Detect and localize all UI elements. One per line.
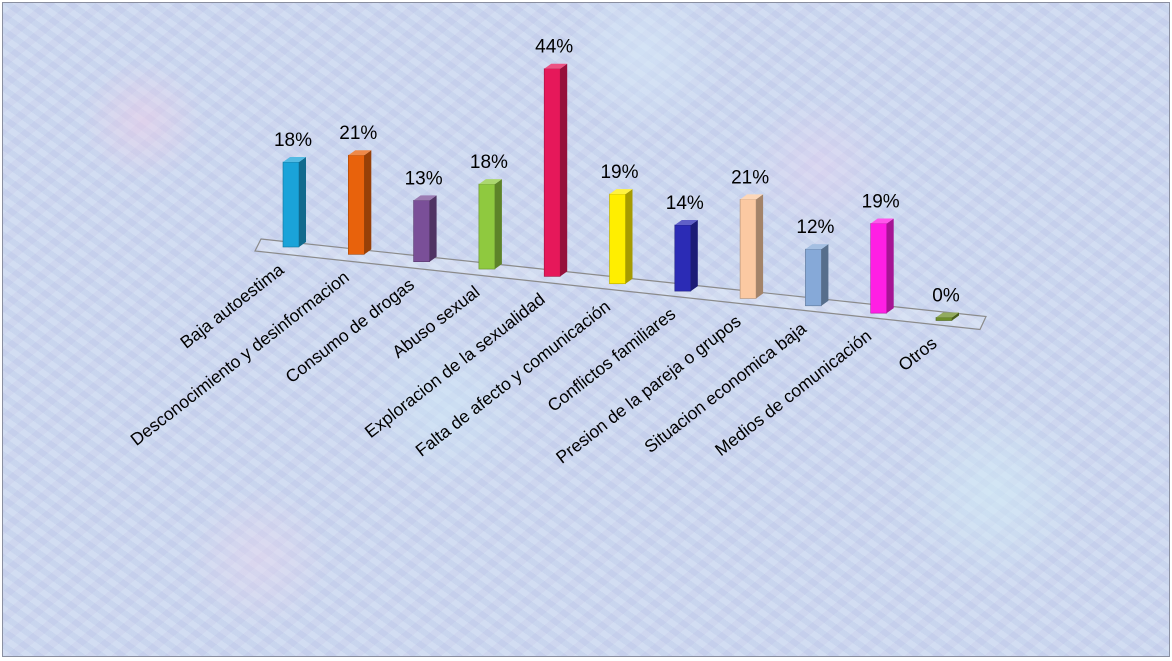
bar-side [821,244,829,306]
bar-2 [347,150,372,255]
bar-side [952,312,959,321]
bar-front [543,68,561,277]
value-label-9: 12% [796,217,834,238]
bar-10 [870,218,894,314]
bar-6 [609,189,633,285]
bar-top [413,195,437,201]
bar-side [494,179,502,270]
bar-8 [739,194,764,299]
value-label-4: 18% [470,152,508,173]
bar-top [936,312,959,318]
bar-top [283,157,306,163]
bar-side [690,220,698,292]
bar-front [805,248,822,307]
bar-top [674,220,698,226]
category-label-11: Otros [894,333,940,375]
value-labels: 18% 21% 13% 18% 44% 19% 14% 21% 12% 19% 0% [274,37,960,307]
bar-side [625,189,633,284]
bar-side [756,194,764,299]
bar-front [935,317,953,321]
bar-5 [543,63,568,277]
bar-top [609,189,633,195]
bar-3 [413,195,437,262]
bar-9 [805,244,829,307]
bar-11 [935,312,959,321]
value-label-11: 0% [932,286,960,307]
bar-front [413,200,430,262]
bar-front [282,161,300,248]
bar-front [347,154,365,255]
bars [282,63,959,321]
value-label-1: 18% [274,130,312,151]
bar-front [870,223,888,314]
value-label-5: 44% [535,37,573,58]
bar-1 [282,157,306,248]
value-label-6: 19% [600,162,638,183]
bar-side [886,218,894,314]
bar-top [348,150,372,156]
bar-front [478,183,496,270]
bar-side [364,150,372,255]
value-label-2: 21% [339,123,377,144]
value-label-8: 21% [731,167,769,188]
bar-top [870,218,894,224]
value-label-7: 14% [666,193,704,214]
bar-7 [674,220,698,292]
category-label-7: Conflictos familiares [544,303,680,415]
bar-4 [478,179,502,270]
bar-top [544,63,568,69]
value-label-3: 13% [405,168,443,189]
bar-top [478,179,502,185]
bar-side [429,195,437,262]
bar-front [739,199,757,299]
bar-front [674,224,692,292]
value-label-10: 19% [862,191,900,212]
category-label-3: Consumo de drogas [282,274,419,387]
bar-top [805,244,829,250]
bar-chart: 18% 21%13%18%44%19%14%21%12%19%0% Baja au… [127,37,987,467]
bar-side [560,63,568,277]
bar-top [740,194,764,200]
bar-side [299,157,306,247]
bar-front [609,193,626,285]
